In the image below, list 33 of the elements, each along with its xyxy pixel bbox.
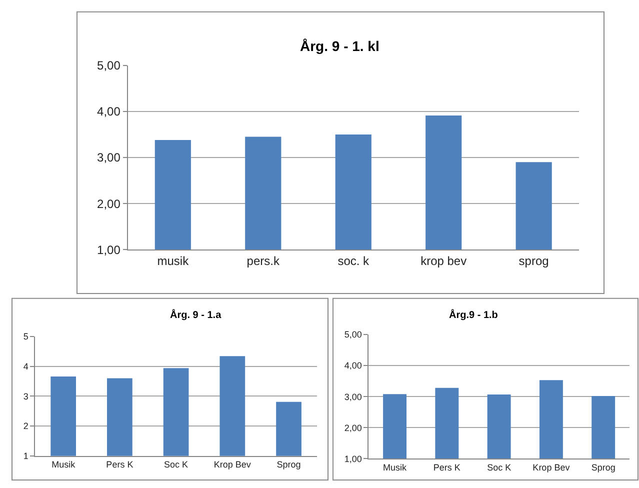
y-tick-label: 3,00 <box>344 392 362 402</box>
x-tick-label: Pers K <box>433 462 460 473</box>
y-tick-label: 2,00 <box>97 196 121 211</box>
x-tick-label: soc. k <box>338 254 370 268</box>
x-tick-label: Musik <box>52 460 76 470</box>
x-tick-label: Soc K <box>164 460 188 470</box>
x-tick-label: Musik <box>383 462 408 473</box>
x-tick-label: musik <box>157 254 190 268</box>
y-tick-label: 2 <box>23 421 28 432</box>
y-tick-label: 5,00 <box>97 58 121 72</box>
x-tick-label: pers.k <box>246 254 280 268</box>
x-tick-label: sprog <box>518 254 549 268</box>
y-tick-label: 4,00 <box>97 104 121 119</box>
y-tick-label: 1,00 <box>344 454 362 464</box>
x-tick-label: Sprog <box>591 462 616 473</box>
y-tick-label: 3 <box>23 391 28 402</box>
chart-title: Årg. 9 - 1.a <box>170 309 222 321</box>
x-tick-label: krop bev <box>420 254 467 268</box>
y-tick-label: 1,00 <box>97 242 121 257</box>
x-tick-label: Pers K <box>106 460 134 470</box>
x-tick-label: Sprog <box>276 460 301 470</box>
chart-title: Årg. 9 - 1. kl <box>300 38 380 54</box>
x-tick-label: Krop Bev <box>532 462 570 473</box>
y-tick-label: 5,00 <box>344 330 362 340</box>
y-tick-label: 2,00 <box>344 422 362 433</box>
y-tick-label: 1 <box>23 451 28 462</box>
x-tick-label: Soc K <box>487 462 512 473</box>
y-tick-label: 4,00 <box>344 360 362 371</box>
y-tick-label: 5 <box>23 332 28 342</box>
y-tick-label: 4 <box>23 361 28 372</box>
y-tick-label: 3,00 <box>97 150 121 165</box>
chart-title: Årg.9 - 1.b <box>449 309 498 321</box>
x-tick-label: Krop Bev <box>214 460 252 470</box>
